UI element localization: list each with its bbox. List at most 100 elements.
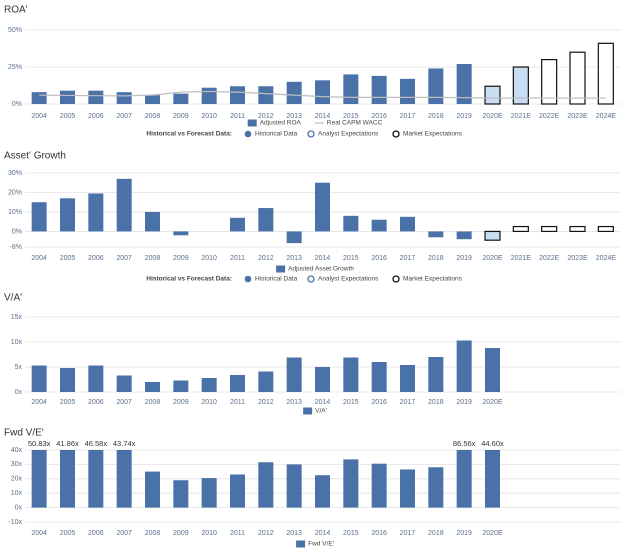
x-tick-label: 2014 xyxy=(315,113,331,120)
x-tick-label: 2004 xyxy=(31,399,47,406)
bar xyxy=(286,464,302,508)
x-tick-label: 2017 xyxy=(400,113,416,120)
chart-title: Asset' Growth xyxy=(4,151,66,162)
x-tick-label: 2007 xyxy=(116,255,132,262)
x-tick-label: 2008 xyxy=(145,399,161,406)
x-tick-label: 2010 xyxy=(201,399,217,406)
x-tick-label: 2014 xyxy=(315,255,331,262)
x-tick-label: 2021E xyxy=(511,113,532,120)
legend-label: Analyst Expectations xyxy=(318,131,379,138)
x-tick-label: 2018 xyxy=(428,399,444,406)
bar xyxy=(173,380,189,392)
x-tick-label: 2005 xyxy=(60,255,76,262)
x-tick-label: 2018 xyxy=(428,255,444,262)
x-tick-label: 2020E xyxy=(482,399,503,406)
forecast-legend-title: Historical vs Forecast Data: xyxy=(146,131,232,138)
x-tick-label: 2020E xyxy=(482,255,503,262)
x-tick-label: 2017 xyxy=(400,399,416,406)
x-tick-label: 2006 xyxy=(88,530,104,537)
x-tick-label: 2008 xyxy=(145,255,161,262)
bar xyxy=(343,459,359,508)
bar xyxy=(400,216,415,232)
data-label: 41.86x xyxy=(56,439,79,448)
bar xyxy=(60,368,75,392)
data-label: 46.58x xyxy=(85,439,108,448)
x-tick-label: 2004 xyxy=(31,255,47,262)
bar xyxy=(371,362,387,392)
bar xyxy=(201,87,217,104)
bar xyxy=(230,217,245,232)
bar xyxy=(315,182,330,232)
bar xyxy=(541,225,558,233)
x-tick-label: 2007 xyxy=(116,113,132,120)
bar xyxy=(173,93,189,104)
x-tick-label: 2012 xyxy=(258,399,274,406)
y-tick-label: 30x xyxy=(11,461,23,468)
y-tick-label: 15x xyxy=(11,314,23,321)
legend-swatch xyxy=(276,265,286,273)
bar xyxy=(485,450,500,508)
data-label: 86.56x xyxy=(453,439,476,448)
bar xyxy=(343,215,359,232)
plot xyxy=(31,178,614,244)
bar xyxy=(116,450,132,508)
x-tick-label: 2022E xyxy=(539,255,560,262)
x-tick-label: 2007 xyxy=(116,530,132,537)
x-tick-label: 2015 xyxy=(343,113,359,120)
bar xyxy=(286,357,302,392)
legend-marker xyxy=(307,130,315,138)
chart-title: Fwd V/E' xyxy=(4,428,44,439)
bar xyxy=(116,375,132,392)
bar xyxy=(512,66,529,105)
bar xyxy=(597,42,614,105)
x-tick-label: 2010 xyxy=(201,530,217,537)
x-tick-label: 2011 xyxy=(230,113,245,120)
bar xyxy=(88,365,104,392)
y-tick-label: 0% xyxy=(12,101,22,108)
bar xyxy=(230,86,245,104)
x-tick-label: 2023E xyxy=(567,113,588,120)
y-tick-label: 10% xyxy=(8,209,22,216)
bar xyxy=(371,463,387,508)
x-tick-label: 2016 xyxy=(371,113,387,120)
bar xyxy=(343,74,359,104)
bar xyxy=(400,78,415,104)
legend-label: Analyst Expectations xyxy=(318,276,379,283)
x-tick-label: 2010 xyxy=(201,113,217,120)
y-tick-label: 40x xyxy=(11,447,23,454)
bar xyxy=(258,86,274,104)
bar xyxy=(230,375,245,392)
bar xyxy=(60,90,75,104)
bar xyxy=(258,462,274,508)
legend: Adjusted ROA Real CAPM WACC xyxy=(247,119,383,127)
legend: V/A' xyxy=(303,407,327,415)
line xyxy=(39,90,606,99)
x-tick-label: 2006 xyxy=(88,399,104,406)
bar xyxy=(60,450,75,508)
bar xyxy=(60,198,75,232)
x-tick-label: 2011 xyxy=(230,399,245,406)
bar xyxy=(31,202,47,232)
x-tick-label: 2023E xyxy=(567,255,588,262)
bar xyxy=(315,475,330,508)
chart-title: V/A' xyxy=(4,293,22,304)
x-tick-label: 2017 xyxy=(400,530,416,537)
legend-label: Adjusted Asset Growth xyxy=(288,266,354,273)
legend-label: Real CAPM WACC xyxy=(327,120,383,127)
x-tick-label: 2004 xyxy=(31,113,47,120)
x-tick-label: 2015 xyxy=(343,530,359,537)
bar xyxy=(428,68,444,104)
bar xyxy=(456,340,472,392)
bar xyxy=(88,193,104,232)
bar xyxy=(541,58,558,105)
y-tick-label: 20% xyxy=(8,189,22,196)
x-tick-label: 2017 xyxy=(400,255,416,262)
data-label: 43.74x xyxy=(113,439,136,448)
x-tick-label: 2019 xyxy=(456,255,472,262)
bar xyxy=(484,230,501,241)
bar xyxy=(173,231,189,236)
y-tick-label: 20x xyxy=(11,476,23,483)
bar xyxy=(597,225,614,233)
y-tick-label: 10x xyxy=(11,339,23,346)
bar xyxy=(201,378,217,392)
